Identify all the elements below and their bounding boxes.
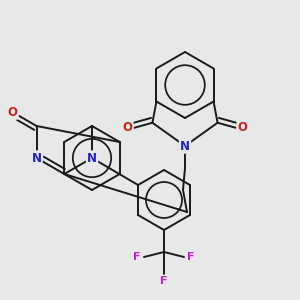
Text: O: O — [122, 121, 132, 134]
Text: O: O — [238, 121, 248, 134]
Text: N: N — [87, 152, 97, 164]
Text: N: N — [180, 140, 190, 152]
Text: F: F — [133, 252, 141, 262]
Text: N: N — [32, 152, 42, 164]
Text: O: O — [7, 106, 17, 118]
Text: F: F — [160, 276, 168, 286]
Text: F: F — [187, 252, 195, 262]
